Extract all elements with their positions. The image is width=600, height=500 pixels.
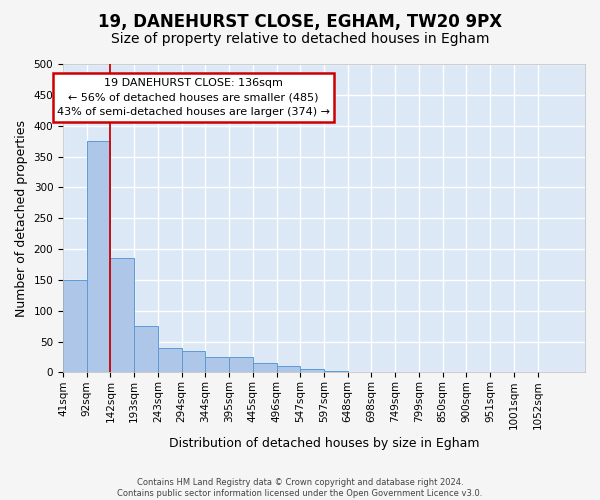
Bar xyxy=(324,371,348,372)
Bar xyxy=(205,357,229,372)
Text: 19, DANEHURST CLOSE, EGHAM, TW20 9PX: 19, DANEHURST CLOSE, EGHAM, TW20 9PX xyxy=(98,12,502,30)
Bar xyxy=(158,348,182,372)
X-axis label: Distribution of detached houses by size in Egham: Distribution of detached houses by size … xyxy=(169,437,479,450)
Bar xyxy=(110,258,134,372)
Bar xyxy=(300,370,324,372)
Bar xyxy=(277,366,300,372)
Bar xyxy=(63,280,87,372)
Bar xyxy=(134,326,158,372)
Bar xyxy=(87,141,110,372)
Bar xyxy=(229,357,253,372)
Text: Contains HM Land Registry data © Crown copyright and database right 2024.
Contai: Contains HM Land Registry data © Crown c… xyxy=(118,478,482,498)
Text: 19 DANEHURST CLOSE: 136sqm
← 56% of detached houses are smaller (485)
43% of sem: 19 DANEHURST CLOSE: 136sqm ← 56% of deta… xyxy=(57,78,330,117)
Bar xyxy=(182,351,205,372)
Text: Size of property relative to detached houses in Egham: Size of property relative to detached ho… xyxy=(111,32,489,46)
Y-axis label: Number of detached properties: Number of detached properties xyxy=(15,120,28,316)
Bar xyxy=(253,363,277,372)
